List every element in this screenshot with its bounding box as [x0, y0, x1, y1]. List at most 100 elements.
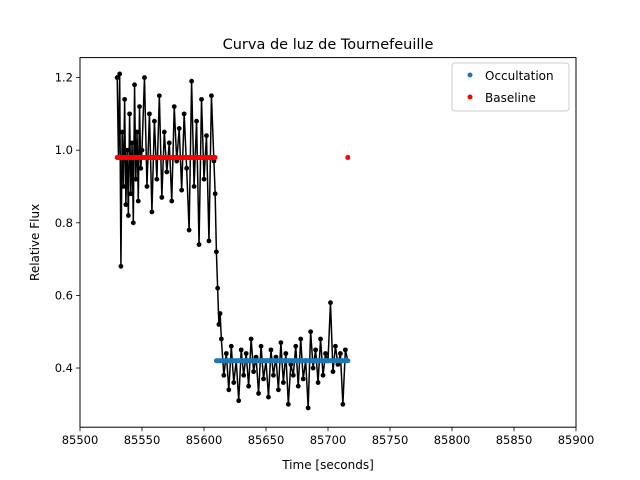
- lightcurve-point: [194, 118, 199, 124]
- lightcurve-point: [216, 322, 222, 327]
- lightcurve-point: [238, 347, 244, 353]
- lightcurve-point: [171, 104, 177, 110]
- y-tick-label: 0.8: [55, 216, 73, 230]
- lightcurve-point: [293, 343, 299, 349]
- lightcurve-point: [135, 198, 141, 204]
- lightcurve-point: [152, 118, 157, 124]
- lightcurve-point: [142, 75, 147, 80]
- lightcurve-point: [149, 209, 155, 215]
- lightcurve-point: [134, 129, 140, 135]
- baseline-point: [212, 154, 218, 160]
- lightcurve-point: [118, 263, 124, 269]
- lightcurve-point: [228, 343, 234, 349]
- x-tick-label: 85550: [124, 433, 161, 447]
- lightcurve-point: [308, 329, 314, 335]
- lightcurve-point: [290, 372, 296, 378]
- lightcurve-point: [310, 365, 316, 371]
- y-tick-label: 1.2: [55, 71, 73, 85]
- lightcurve-point: [199, 96, 204, 102]
- lightcurve-point: [251, 369, 256, 375]
- lightcurve-point: [221, 372, 227, 378]
- lightcurve-point: [241, 372, 247, 378]
- lightcurve-point: [132, 82, 137, 88]
- legend-label-baseline: Baseline: [485, 91, 536, 105]
- lightcurve-point: [217, 311, 223, 316]
- lightcurve-point: [154, 176, 160, 182]
- x-tick-label: 85750: [372, 433, 409, 447]
- y-tick-label: 0.4: [55, 361, 73, 375]
- lightcurve-point: [333, 343, 338, 349]
- lightcurve-point: [130, 220, 136, 226]
- axes-frame: [79, 57, 577, 428]
- lightcurve-point: [125, 213, 131, 218]
- lightcurve-point: [315, 380, 321, 385]
- legend: Occultation Baseline: [451, 62, 570, 112]
- lightcurve-point: [196, 242, 202, 247]
- lightcurve-point: [318, 336, 323, 342]
- lightcurve-point: [114, 75, 120, 80]
- lightcurve-point: [300, 376, 306, 382]
- lightcurve-point: [129, 140, 135, 146]
- lightcurve-point: [323, 351, 328, 356]
- lightcurve-point: [298, 336, 304, 342]
- lightcurve-point: [164, 169, 170, 175]
- lightcurve-point: [191, 184, 197, 189]
- x-tick-label: 85800: [434, 433, 471, 447]
- x-axis: 85500 85550 85600 85650 85700 85750 85800 85850…: [62, 427, 595, 447]
- y-tick-label: 0.6: [55, 288, 73, 302]
- x-tick-label: 85650: [248, 433, 285, 447]
- lightcurve-point: [261, 376, 266, 382]
- lightcurve-point: [338, 351, 343, 356]
- lightcurve-point: [276, 387, 281, 393]
- lightcurve-point: [181, 111, 187, 117]
- occultation-point: [345, 358, 351, 364]
- lightcurve-point: [179, 187, 185, 193]
- lightcurve-point: [123, 202, 129, 208]
- baseline-point: [345, 154, 351, 160]
- lightcurve-line: [116, 73, 349, 408]
- lightcurve-point: [283, 351, 289, 356]
- lightcurve-point: [166, 140, 172, 146]
- y-axis: 0.4 0.6 0.8 1.0 1.2: [55, 71, 80, 375]
- lightcurve-point: [137, 104, 142, 110]
- lightcurve-point: [226, 387, 232, 393]
- lightcurve-point: [258, 343, 264, 349]
- lightcurve-point: [266, 394, 271, 400]
- lightcurve-point: [256, 391, 261, 396]
- lightcurve-point: [231, 380, 237, 385]
- lightcurve-point: [218, 336, 224, 342]
- lightcurve-point: [206, 238, 212, 244]
- lightcurve-point: [209, 93, 214, 99]
- lightcurve-point: [285, 401, 291, 407]
- lightcurve-point: [147, 111, 152, 117]
- lightcurve-point: [186, 227, 192, 233]
- lightcurve-point: [133, 176, 139, 182]
- legend-box: [451, 62, 570, 112]
- lightcurve-point: [169, 198, 175, 204]
- lightcurve-point: [295, 383, 301, 389]
- lightcurve-point: [243, 351, 249, 356]
- x-tick-label: 85500: [62, 433, 99, 447]
- lightcurve-point: [330, 369, 336, 375]
- plot-area: [114, 71, 351, 411]
- lightcurve-point: [248, 336, 254, 342]
- lightcurve-point: [215, 285, 221, 291]
- lightcurve-point: [320, 372, 326, 378]
- lightcurve-point: [128, 191, 134, 197]
- y-axis-label: Relative Flux: [28, 204, 42, 281]
- lightcurve-point: [176, 125, 182, 131]
- lightcurve-point: [124, 147, 130, 153]
- x-axis-label: Time [seconds]: [281, 458, 374, 472]
- lightcurve-point: [278, 340, 284, 346]
- lightcurve-point: [340, 401, 346, 407]
- lightcurve-point: [127, 111, 132, 117]
- x-tick-label: 85900: [558, 433, 595, 447]
- chart-title: Curva de luz de Tournefeuille: [223, 37, 434, 53]
- lightcurve-point: [117, 71, 123, 77]
- lightcurve-point: [236, 398, 242, 404]
- x-tick-label: 85850: [496, 433, 533, 447]
- lightcurve-point: [268, 347, 274, 353]
- lightcurve-point: [119, 129, 125, 135]
- lightcurve-point: [280, 380, 286, 385]
